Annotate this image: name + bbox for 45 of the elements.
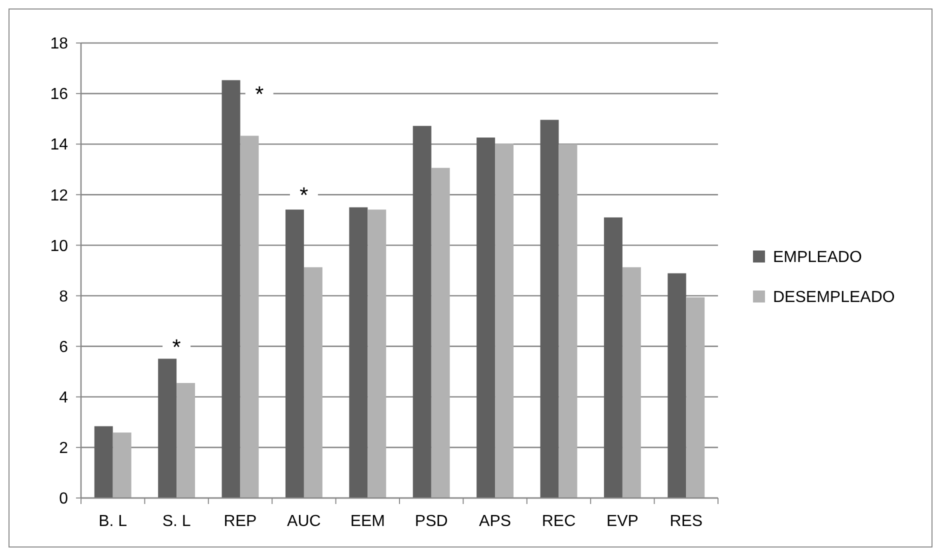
x-tick-label: EVP bbox=[606, 513, 638, 530]
bar bbox=[412, 126, 432, 498]
bar bbox=[176, 382, 196, 498]
bar bbox=[158, 358, 177, 498]
bar bbox=[686, 297, 705, 498]
y-tick-label: 0 bbox=[59, 490, 68, 508]
bar bbox=[476, 138, 496, 498]
y-tick-label: 4 bbox=[59, 389, 68, 406]
x-tick-label: S. L bbox=[162, 513, 191, 530]
bar bbox=[540, 120, 559, 498]
legend-label: EMPLEADO bbox=[773, 249, 862, 266]
bar bbox=[558, 144, 578, 498]
x-tick-label: RES bbox=[670, 513, 703, 530]
bar bbox=[285, 210, 304, 498]
x-tick-label: B. L bbox=[98, 513, 128, 530]
x-tick-label: EEM bbox=[350, 513, 385, 530]
annotation: * bbox=[172, 334, 182, 360]
bar bbox=[112, 432, 132, 498]
y-tick-label: 6 bbox=[59, 338, 68, 356]
y-tick-label: 8 bbox=[59, 288, 68, 306]
bar bbox=[222, 80, 240, 498]
y-tick-label: 2 bbox=[59, 440, 68, 458]
annotation: * bbox=[255, 82, 264, 107]
y-tick-label: 10 bbox=[50, 238, 68, 255]
bar bbox=[94, 426, 113, 498]
x-tick-label: APS bbox=[479, 513, 512, 530]
x-tick-label: PSD bbox=[414, 513, 448, 530]
y-tick-label: 18 bbox=[50, 36, 68, 53]
bar bbox=[368, 210, 386, 498]
y-tick-label: 16 bbox=[50, 86, 68, 104]
bar bbox=[622, 267, 641, 498]
y-tick-label: 12 bbox=[50, 187, 68, 204]
legend-label: DESEMPLEADO bbox=[773, 289, 895, 306]
y-tick-label: 14 bbox=[50, 136, 68, 154]
annotation: * bbox=[300, 182, 309, 208]
bar bbox=[240, 136, 259, 498]
bar bbox=[431, 168, 450, 498]
bar bbox=[304, 267, 322, 498]
x-tick-label: AUC bbox=[287, 513, 321, 530]
x-tick-label: REC bbox=[542, 513, 576, 530]
bar bbox=[349, 207, 368, 498]
x-tick-label: REP bbox=[224, 513, 257, 530]
bar bbox=[604, 217, 622, 498]
bar bbox=[668, 273, 686, 498]
bar bbox=[495, 144, 514, 498]
